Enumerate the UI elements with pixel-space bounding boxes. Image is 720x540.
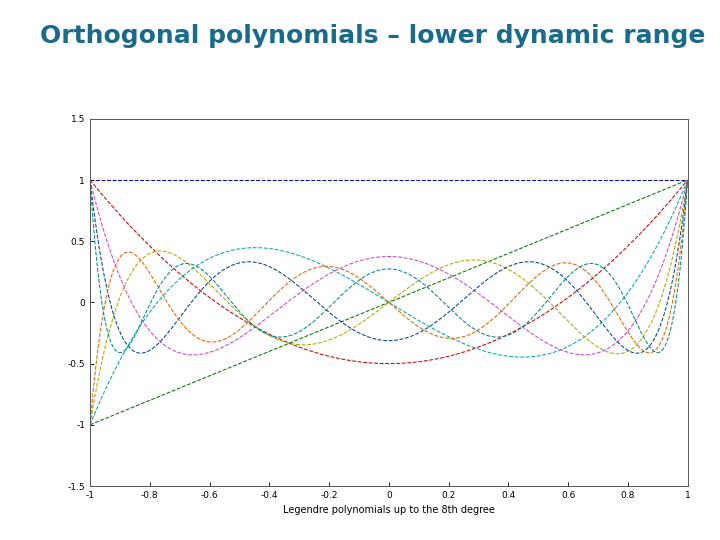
Text: Orthogonal polynomials – lower dynamic range: Orthogonal polynomials – lower dynamic r… [40, 24, 705, 48]
X-axis label: Legendre polynomials up to the 8th degree: Legendre polynomials up to the 8th degre… [283, 505, 495, 515]
